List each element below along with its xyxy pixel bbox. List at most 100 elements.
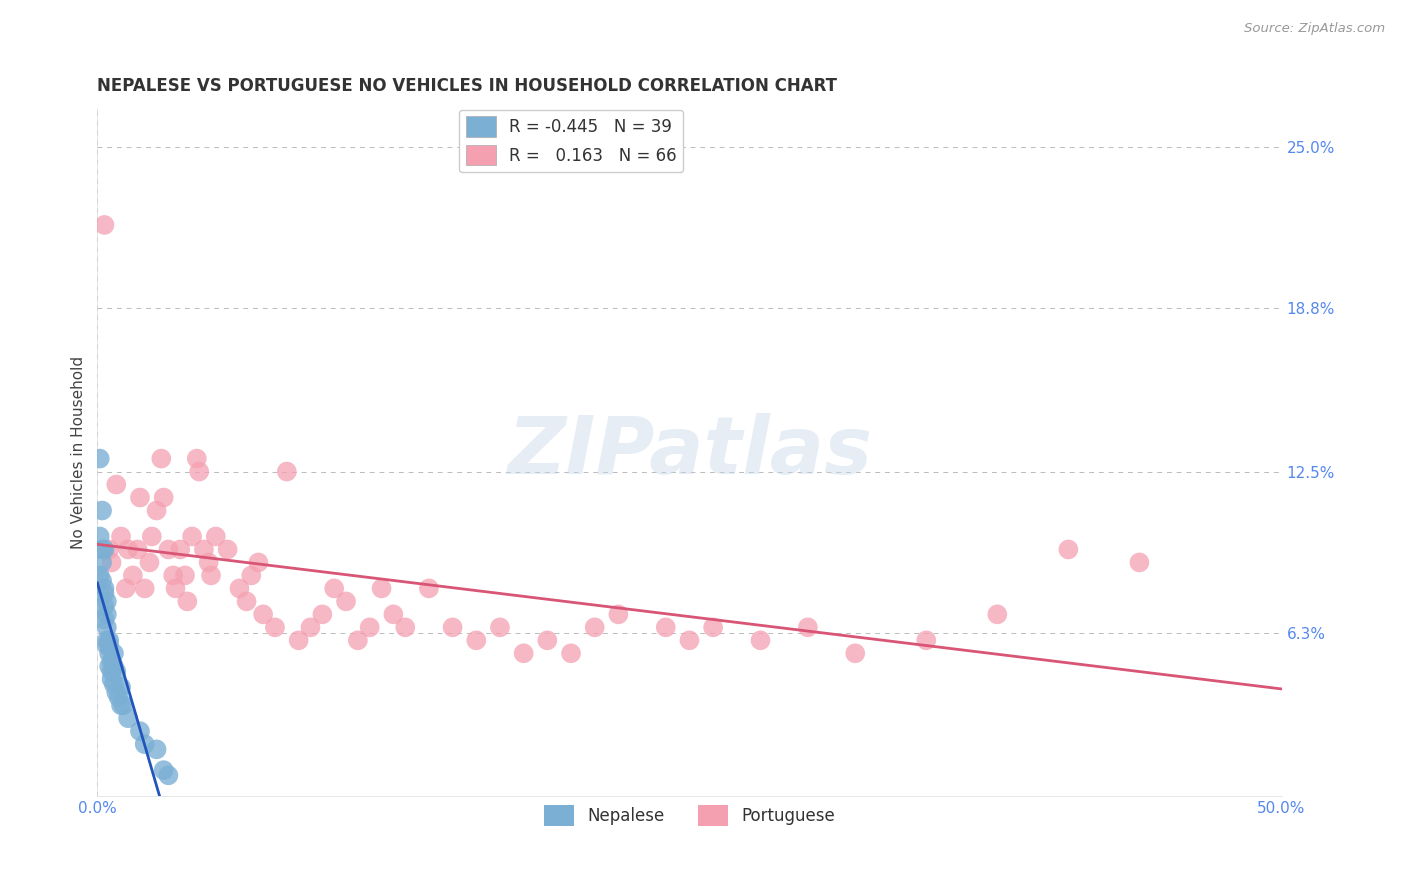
Point [145,503,167,517]
Point [204,529,226,543]
Point [91,503,114,517]
Point [512,646,534,660]
Point [370,582,392,596]
Point [749,633,772,648]
Point [110,698,132,713]
Point [98,646,121,660]
Point [105,665,128,679]
Text: Source: ZipAtlas.com: Source: ZipAtlas.com [1244,22,1385,36]
Point [228,582,250,596]
Point [193,542,215,557]
Point [129,724,152,739]
Point [96,620,118,634]
Point [96,607,118,622]
Point [157,768,180,782]
Point [655,620,678,634]
Point [607,607,630,622]
Point [702,620,724,634]
Point [103,659,125,673]
Point [103,677,125,691]
Point [117,711,139,725]
Point [287,633,309,648]
Point [1057,542,1080,557]
Point [98,639,121,653]
Point [188,465,211,479]
Point [264,620,287,634]
Point [162,568,184,582]
Point [114,582,136,596]
Point [93,586,115,600]
Point [844,646,866,660]
Point [217,542,239,557]
Point [276,465,298,479]
Point [235,594,257,608]
Point [197,556,219,570]
Point [176,594,198,608]
Point [112,698,135,713]
Point [152,491,174,505]
Point [394,620,416,634]
Point [465,633,488,648]
Point [141,529,163,543]
Point [129,491,152,505]
Point [98,659,121,673]
Point [107,690,129,705]
Point [583,620,606,634]
Point [117,542,139,557]
Point [323,582,346,596]
Point [98,633,121,648]
Point [89,451,111,466]
Point [105,685,128,699]
Point [181,529,204,543]
Point [536,633,558,648]
Point [359,620,381,634]
Point [100,556,122,570]
Point [96,633,118,648]
Point [299,620,322,634]
Point [1128,556,1150,570]
Point [89,568,111,582]
Point [91,556,114,570]
Point [105,477,128,491]
Point [157,542,180,557]
Point [93,599,115,614]
Point [150,451,173,466]
Point [200,568,222,582]
Point [441,620,464,634]
Point [93,613,115,627]
Point [134,737,156,751]
Point [335,594,357,608]
Point [382,607,405,622]
Point [915,633,938,648]
Point [89,529,111,543]
Point [247,556,270,570]
Point [96,594,118,608]
Text: ZIPatlas: ZIPatlas [508,413,872,491]
Point [91,574,114,588]
Point [138,556,160,570]
Point [98,542,121,557]
Point [311,607,333,622]
Y-axis label: No Vehicles in Household: No Vehicles in Household [72,356,86,549]
Point [240,568,263,582]
Point [174,568,197,582]
Point [122,568,145,582]
Point [489,620,512,634]
Point [91,542,114,557]
Point [93,542,115,557]
Point [100,665,122,679]
Point [110,680,132,694]
Point [110,529,132,543]
Point [678,633,700,648]
Point [100,673,122,687]
Point [252,607,274,622]
Point [127,542,149,557]
Point [986,607,1008,622]
Legend: Nepalese, Portuguese: Nepalese, Portuguese [537,799,842,832]
Point [186,451,208,466]
Point [100,654,122,668]
Point [560,646,582,660]
Point [103,646,125,660]
Text: NEPALESE VS PORTUGUESE NO VEHICLES IN HOUSEHOLD CORRELATION CHART: NEPALESE VS PORTUGUESE NO VEHICLES IN HO… [97,78,838,95]
Point [134,582,156,596]
